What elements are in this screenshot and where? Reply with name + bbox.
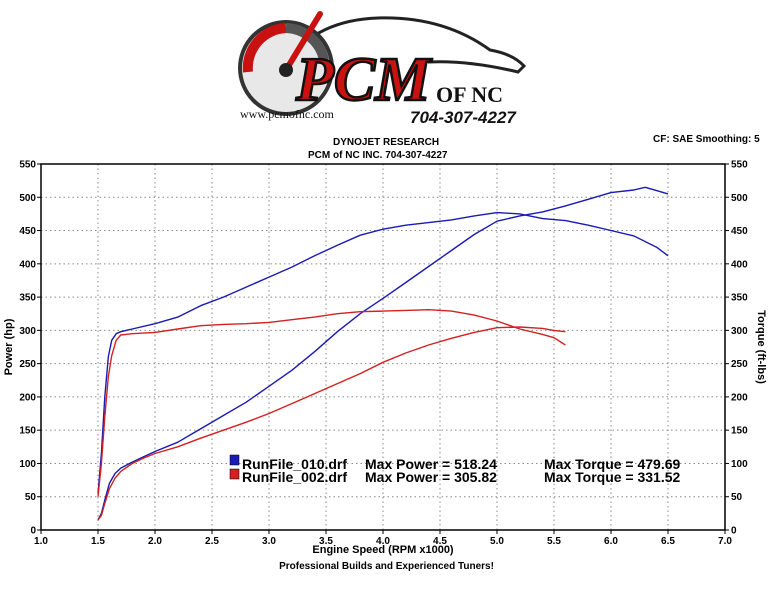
y-tick-label-right: 350 [731, 293, 748, 304]
tachometer-icon [238, 11, 334, 116]
y-tick-label-right: 450 [731, 226, 748, 237]
chart-correction: CF: SAE Smoothing: 5 [653, 134, 760, 145]
y-tick-label-left: 450 [19, 226, 36, 237]
y-tick-label-right: 500 [731, 193, 748, 204]
legend: RunFile_010.drf Max Power = 518.24 Max T… [229, 454, 681, 485]
x-tick-label: 7.0 [718, 536, 732, 547]
x-tick-label: 3.5 [319, 536, 333, 547]
legend-swatch-run-002 [229, 468, 240, 480]
legend-run-002-torque: Max Torque = 331.52 [544, 469, 681, 485]
logo-website: www.pcmofnc.com [240, 107, 335, 121]
series-line-runfile-010-drftorque [97, 211, 669, 494]
y-tick-label-left: 50 [25, 492, 37, 503]
x-tick-label: 1.5 [91, 536, 105, 547]
legend-run-010-torque: Max Torque = 479.69 [544, 456, 681, 472]
x-tick-label: 1.0 [34, 536, 48, 547]
legend-run-010: RunFile_010.drf [242, 456, 347, 472]
x-tick-label: 6.5 [661, 536, 675, 547]
y-tick-label-left: 250 [19, 359, 36, 370]
y-tick-label-right: 250 [731, 359, 748, 370]
car-silhouette [286, 16, 527, 74]
x-tick-label: 5.5 [547, 536, 561, 547]
x-tick-label: 6.0 [604, 536, 618, 547]
logo-phone: 704-307-4227 [410, 108, 517, 126]
y-tick-label-left: 200 [19, 392, 36, 403]
x-axis-label: Engine Speed (RPM x1000) [312, 544, 454, 556]
legend-run-010-power: Max Power = 518.24 [365, 456, 497, 472]
x-tick-label: 2.0 [148, 536, 162, 547]
x-tick-label: 2.5 [205, 536, 219, 547]
y-axis-left-label: Power (hp) [3, 318, 15, 375]
legend-run-002-power: Max Power = 305.82 [365, 469, 497, 485]
series-line-runfile-010-drfpower [97, 186, 669, 521]
series-line-runfile-002-drfpower [97, 326, 566, 521]
x-tick-label: 5.0 [490, 536, 504, 547]
logo-suffix-text: OF NC [436, 82, 503, 107]
y-tick-label-right: 200 [731, 392, 748, 403]
y-tick-label-right: 300 [731, 326, 748, 337]
y-tick-label-right: 550 [731, 160, 748, 171]
legend-swatch-run-010 [229, 454, 240, 466]
y-tick-label-right: 100 [731, 459, 748, 470]
legend-run-002: RunFile_002.drf [242, 469, 347, 485]
series-line-runfile-002-drftorque [97, 309, 566, 497]
x-tick-label: 4.5 [433, 536, 447, 547]
chart-company: DYNOJET RESEARCH [333, 137, 440, 148]
y-tick-label-left: 0 [30, 526, 36, 537]
footer-tagline: Professional Builds and Experienced Tune… [279, 561, 494, 572]
x-tick-label: 4.0 [376, 536, 390, 547]
y-tick-label-left: 550 [19, 160, 36, 171]
y-tick-label-right: 400 [731, 259, 748, 270]
y-tick-label-left: 500 [19, 193, 36, 204]
logo-main-text: PCM [295, 46, 432, 114]
y-tick-label-left: 400 [19, 259, 36, 270]
y-tick-label-left: 150 [19, 426, 36, 437]
y-tick-label-right: 150 [731, 426, 748, 437]
pcm-logo: PCM OF NC 704-307-4227 www.pcmofnc.com [238, 11, 527, 126]
x-tick-label: 3.0 [262, 536, 276, 547]
y-tick-label-left: 300 [19, 326, 36, 337]
y-tick-label-right: 0 [731, 526, 737, 537]
y-tick-label-right: 50 [731, 492, 743, 503]
y-tick-label-left: 350 [19, 293, 36, 304]
chart-shop: PCM of NC INC. 704-307-4227 [308, 150, 448, 161]
y-tick-label-left: 100 [19, 459, 36, 470]
y-axis-right-label: Torque (ft-lbs) [755, 310, 767, 384]
